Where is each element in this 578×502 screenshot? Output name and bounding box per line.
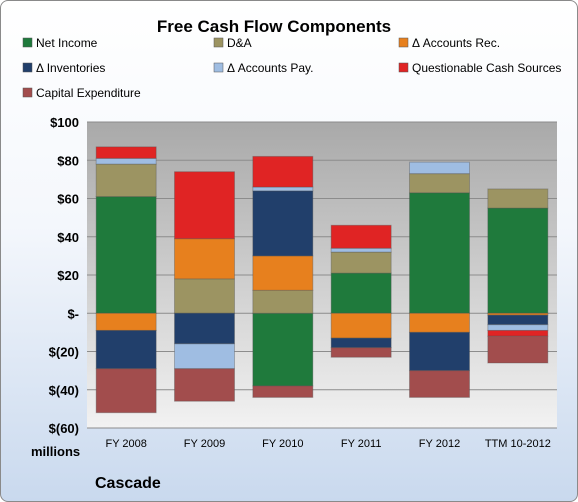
y-tick-label: $40 bbox=[57, 230, 79, 245]
bar-segment bbox=[330, 272, 392, 314]
bar-segment bbox=[174, 238, 235, 280]
unit-label: millions bbox=[31, 444, 80, 459]
bar-segment bbox=[95, 163, 157, 198]
legend-label: D&A bbox=[227, 36, 252, 50]
y-tick-label: $(60) bbox=[49, 421, 79, 436]
y-tick-label: $(40) bbox=[49, 383, 79, 398]
legend-swatch bbox=[22, 62, 33, 73]
bar-segment bbox=[330, 312, 392, 339]
bar-segment bbox=[252, 289, 314, 314]
bar-segment bbox=[487, 329, 549, 337]
legend-swatch bbox=[398, 62, 409, 73]
gridlines bbox=[87, 121, 557, 429]
bar-segment bbox=[487, 207, 549, 314]
chart-title: Free Cash Flow Components bbox=[157, 17, 391, 36]
legend-label: Questionable Cash Sources bbox=[412, 61, 561, 75]
y-tick-label: $80 bbox=[57, 153, 79, 168]
bar-segment bbox=[487, 335, 549, 364]
bar-segment bbox=[252, 312, 314, 387]
bar-segment bbox=[487, 314, 549, 326]
legend-label: Δ Inventories bbox=[36, 61, 105, 75]
bar-segment bbox=[330, 337, 392, 349]
bar-segment bbox=[174, 343, 235, 370]
bar-segment bbox=[252, 190, 314, 257]
bar-segment bbox=[174, 312, 235, 345]
company-name: Cascade bbox=[95, 475, 161, 492]
x-tick-label: FY 2008 bbox=[105, 438, 146, 450]
bar-segment bbox=[409, 312, 470, 333]
x-tick-label: TTM 10-2012 bbox=[485, 438, 551, 450]
legend: Net Income D&A Δ Accounts Rec. Δ Inventorie… bbox=[22, 36, 561, 100]
bar-segment bbox=[252, 155, 314, 188]
bar-segment bbox=[330, 247, 392, 253]
bar-segment bbox=[252, 385, 314, 398]
x-tick-label: FY 2009 bbox=[184, 438, 225, 450]
bar-segment bbox=[252, 186, 314, 192]
bar-segment bbox=[174, 278, 235, 314]
legend-label: Net Income bbox=[36, 36, 98, 50]
bar-segment bbox=[330, 347, 392, 358]
legend-swatch bbox=[213, 37, 224, 48]
bar-segment bbox=[95, 368, 157, 414]
bar-segment bbox=[487, 188, 549, 209]
legend-swatch bbox=[213, 62, 224, 73]
bar-segment bbox=[409, 331, 470, 372]
y-tick-label: $20 bbox=[57, 268, 79, 283]
bar-segment bbox=[330, 251, 392, 274]
legend-label: Δ Accounts Rec. bbox=[412, 36, 500, 50]
x-tick-label: FY 2012 bbox=[419, 438, 460, 450]
legend-label: Capital Expenditure bbox=[36, 86, 141, 100]
bar-segment bbox=[95, 157, 157, 165]
bar-segment bbox=[330, 224, 392, 249]
x-tick-label: FY 2010 bbox=[262, 438, 303, 450]
bar-segment bbox=[95, 146, 157, 159]
legend-label: Δ Accounts Pay. bbox=[227, 61, 314, 75]
y-tick-label: $(20) bbox=[49, 345, 79, 360]
legend-swatch bbox=[22, 87, 33, 98]
legend-swatch bbox=[22, 37, 33, 48]
bar-segment bbox=[95, 329, 157, 370]
bar-segment bbox=[409, 161, 470, 175]
bar-segment bbox=[95, 196, 157, 314]
bar-segment bbox=[487, 324, 549, 331]
bar-segment bbox=[252, 255, 314, 291]
bar-segment bbox=[409, 173, 470, 194]
bars bbox=[95, 146, 549, 414]
bar-segment bbox=[174, 368, 235, 402]
bar-segment bbox=[174, 171, 235, 240]
y-tick-label: $- bbox=[67, 306, 79, 321]
bar-segment bbox=[95, 312, 157, 331]
y-tick-label: $60 bbox=[57, 192, 79, 207]
legend-swatch bbox=[398, 37, 409, 48]
x-tick-label: FY 2011 bbox=[341, 438, 382, 450]
y-tick-label: $100 bbox=[50, 115, 79, 130]
x-axis: FY 2008 FY 2009 FY 2010 FY 2011 FY 2012 TTM 1… bbox=[105, 438, 550, 450]
y-axis: $100 $80 $60 $40 $20 $- $(20) $(40) $(60) bbox=[49, 115, 79, 436]
bar-segment bbox=[409, 370, 470, 398]
bar-segment bbox=[409, 192, 470, 314]
